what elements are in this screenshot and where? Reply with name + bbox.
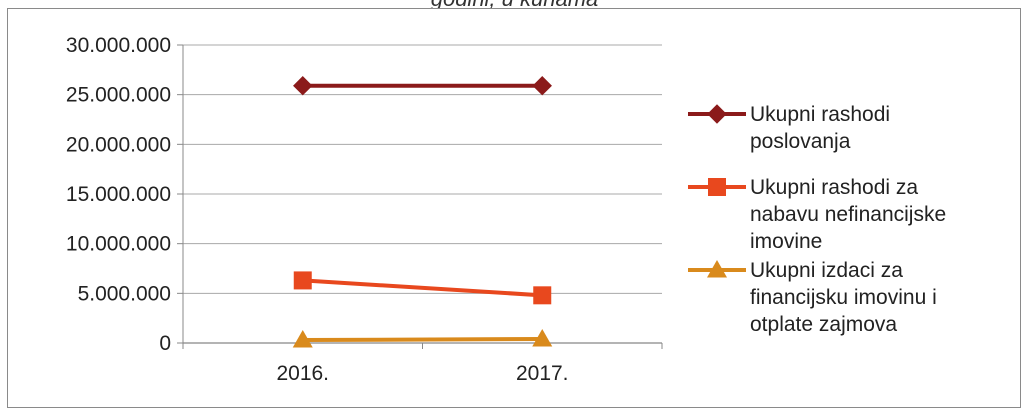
chart-title: godini, u kunama [0,0,1029,12]
y-tick-label: 30.000.000 [66,34,171,57]
y-axis-ticks: 0 5.000.000 10.000.000 15.000.000 20.000.000… [66,34,184,355]
y-tick-label: 15.000.000 [66,183,171,206]
legend-label: nabavu nefinancijske [750,203,946,226]
x-axis: 2016. 2017. [182,342,663,385]
legend-marker [707,260,727,278]
legend-label: Ukupni rashodi za [750,176,918,199]
data-point [293,76,313,96]
y-tick-label: 5.000.000 [78,282,171,305]
data-point [532,76,552,96]
legend-marker [707,104,727,124]
legend-label: Ukupni izdaci za [750,259,903,282]
data-point [292,330,313,348]
data-point [532,329,553,347]
line-chart: 0 5.000.000 10.000.000 15.000.000 20.000.000… [66,34,946,385]
y-tick-label: 20.000.000 [66,133,171,156]
y-tick-label: 25.000.000 [66,84,171,107]
x-tick-label: 2016. [276,362,329,385]
grid-lines [183,44,662,344]
data-point [293,271,312,290]
legend-label: poslovanja [750,130,851,153]
series-group [292,76,553,348]
x-tick-label: 2017. [516,362,569,385]
legend: Ukupni rashodi poslovanja Ukupni rashodi z… [688,103,946,336]
data-point [533,286,552,305]
legend-label: Ukupni rashodi [750,103,890,126]
y-tick-label: 0 [159,332,171,355]
legend-label: otplate zajmova [750,313,897,336]
y-tick-label: 10.000.000 [66,233,171,256]
legend-label: financijsku imovinu i [750,286,937,309]
series-line [302,278,543,298]
legend-label: imovine [750,230,822,253]
series-line [302,337,543,343]
legend-marker [708,178,726,196]
chart-frame [7,8,1021,408]
